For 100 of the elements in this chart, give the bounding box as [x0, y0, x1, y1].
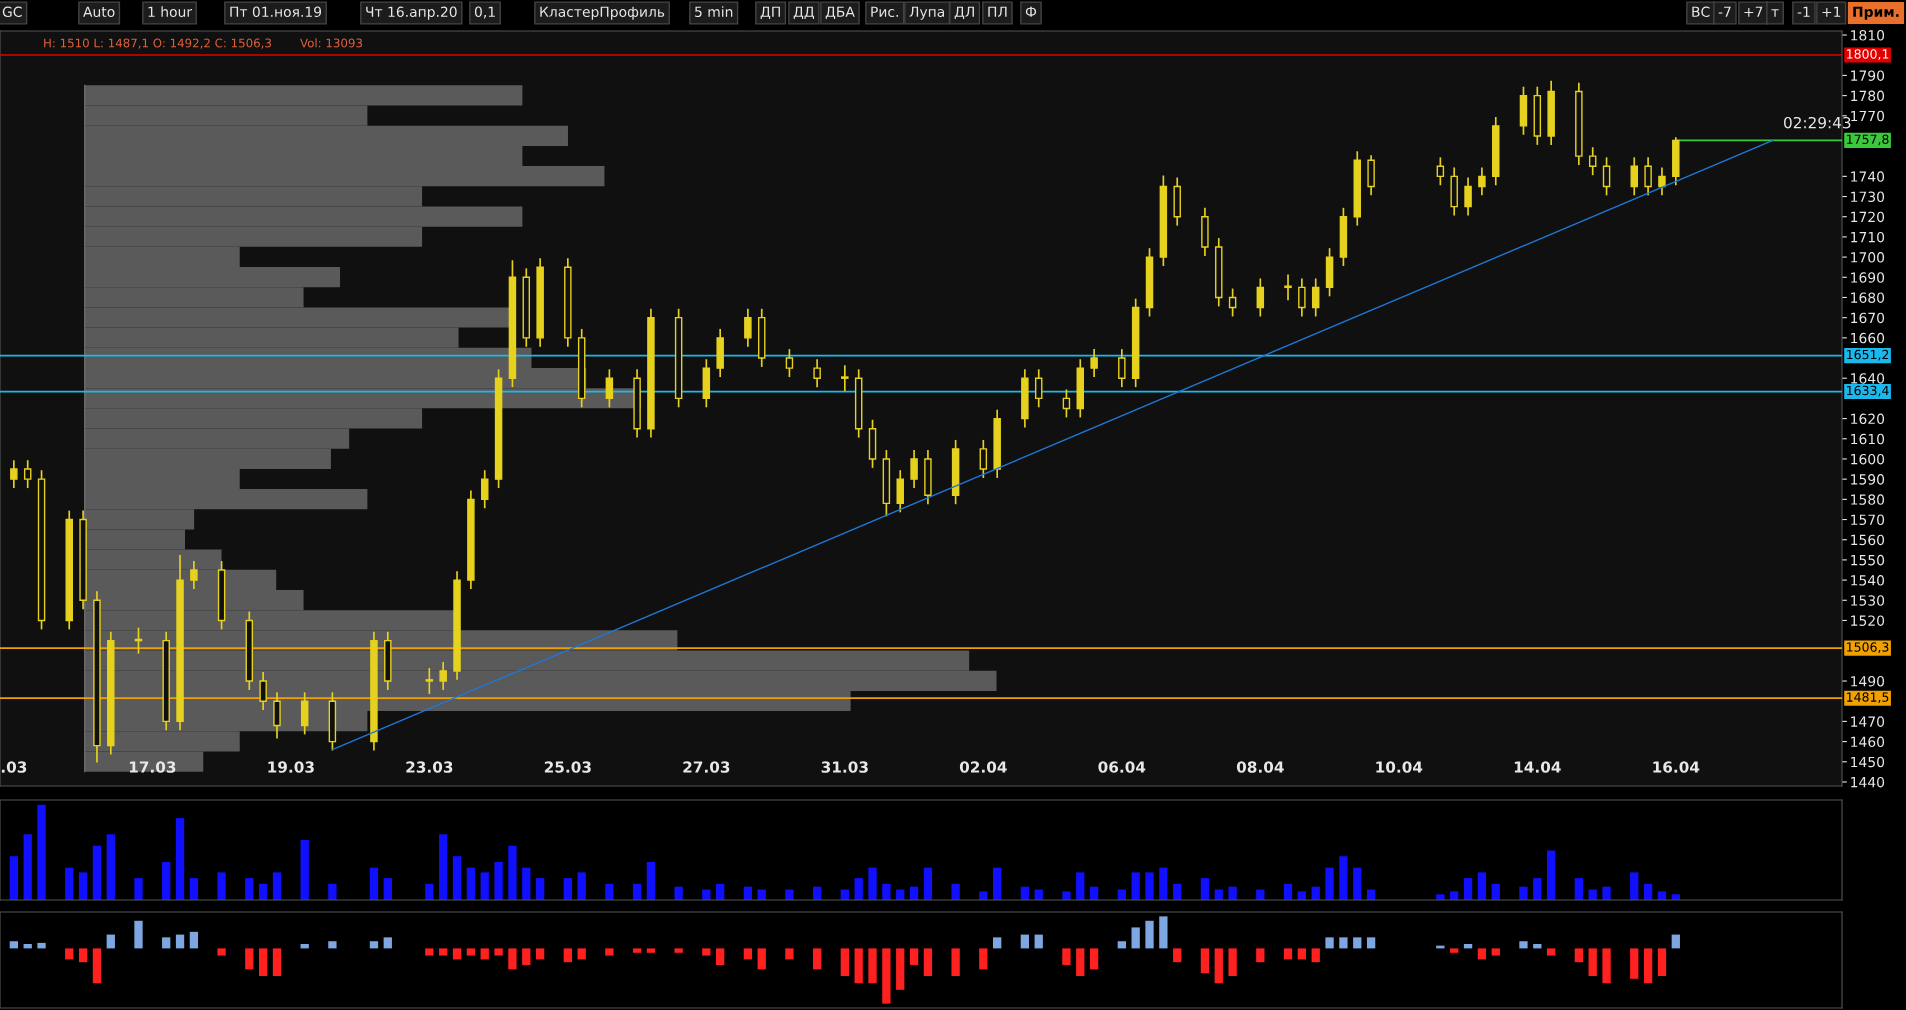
y-tick-label: 1670	[1851, 312, 1885, 324]
bar	[37, 804, 46, 900]
bar	[494, 861, 503, 900]
bar	[217, 948, 226, 956]
bar	[452, 948, 462, 960]
bar	[439, 948, 448, 956]
y-tick-label: 1780	[1851, 90, 1885, 102]
y-tick-label: 1610	[1851, 433, 1885, 445]
bar	[1297, 891, 1307, 900]
bar	[425, 948, 434, 956]
candlestick	[1658, 167, 1666, 196]
text: +1	[1822, 6, 1841, 17]
bar	[328, 883, 337, 900]
y-tick-label: 1440	[1851, 776, 1885, 788]
text: Ф	[1025, 6, 1037, 17]
bar	[522, 867, 531, 900]
x-tick-label: .03	[1, 761, 27, 773]
x-tick-label: 10.04	[1376, 761, 1423, 773]
bar	[785, 948, 794, 960]
bar	[632, 948, 642, 953]
x-tick-label: 06.04	[1098, 761, 1146, 773]
ref-line-label: 1633,4	[1847, 385, 1889, 397]
bar	[1311, 948, 1320, 963]
bar	[134, 920, 143, 949]
text: -7	[1718, 6, 1731, 17]
bar	[743, 948, 753, 960]
bar	[702, 948, 711, 956]
bar	[1159, 916, 1168, 949]
bar	[1145, 872, 1154, 900]
y-tick-label: 1560	[1851, 534, 1885, 546]
y-tick-label: 1530	[1851, 595, 1885, 606]
bar	[1353, 867, 1362, 900]
bar	[78, 872, 88, 900]
text: GC	[2, 6, 22, 18]
bar	[785, 889, 794, 900]
bar	[1630, 948, 1639, 979]
candlestick	[190, 561, 198, 590]
y-tick-label: 1710	[1851, 231, 1885, 243]
bar	[1519, 886, 1528, 900]
x-tick-label: 19.03	[268, 761, 314, 773]
bar	[854, 878, 863, 900]
candlestick	[439, 662, 447, 690]
x-tick-label: 02.04	[959, 761, 1007, 773]
bar	[508, 948, 517, 970]
bar	[480, 872, 489, 900]
bar	[1366, 937, 1376, 949]
bar	[466, 867, 476, 900]
x-tick-label: 27.03	[683, 761, 730, 773]
bar	[92, 948, 102, 984]
bar	[1477, 872, 1487, 900]
x-tick-label: 08.04	[1236, 761, 1284, 773]
bar	[1131, 872, 1140, 900]
y-tick-label: 1770	[1851, 110, 1885, 122]
bar	[882, 948, 891, 1004]
text: 0,1	[474, 6, 495, 19]
text: 1 hour	[148, 6, 193, 18]
bar	[245, 948, 254, 970]
bar	[605, 883, 614, 900]
candlestick	[1644, 157, 1652, 196]
candlestick	[1256, 278, 1265, 317]
bar	[494, 948, 503, 956]
bar	[605, 948, 614, 956]
candlestick	[480, 470, 489, 509]
candlestick	[1478, 167, 1486, 196]
bar	[951, 883, 960, 900]
bar	[1657, 948, 1667, 977]
bar	[189, 878, 199, 900]
bar	[979, 891, 988, 900]
x-tick-label: 16.04	[1653, 761, 1700, 773]
bar	[923, 948, 933, 977]
y-tick-label: 1620	[1851, 413, 1885, 425]
bar	[1034, 934, 1043, 949]
annotation: Vol: 13093	[300, 38, 362, 48]
bar	[217, 872, 226, 900]
text: ДБА	[825, 6, 855, 20]
bar	[1173, 948, 1182, 963]
x-tick-label: 25.03	[544, 761, 591, 773]
y-tick-label: 1460	[1851, 736, 1885, 748]
bar	[1062, 948, 1071, 965]
ref-line-label: 1651,2	[1847, 349, 1889, 361]
bar	[383, 878, 392, 900]
bar	[1547, 948, 1556, 956]
bar	[840, 948, 849, 977]
bar	[300, 840, 309, 900]
bar	[1339, 937, 1348, 949]
bar	[1283, 948, 1293, 960]
y-tick-label: 1490	[1851, 676, 1885, 687]
candlestick	[1588, 147, 1597, 176]
bar	[1574, 878, 1584, 900]
y-tick-label: 1730	[1851, 191, 1885, 203]
bar	[258, 948, 268, 977]
bar	[1228, 948, 1237, 977]
bar	[439, 834, 448, 900]
bar	[757, 948, 766, 970]
bar	[1062, 891, 1071, 900]
bar	[106, 934, 115, 949]
bar	[1436, 894, 1445, 900]
candlestick	[605, 369, 614, 408]
ref-line-label: 1800,1	[1847, 49, 1889, 60]
bar	[328, 941, 337, 949]
